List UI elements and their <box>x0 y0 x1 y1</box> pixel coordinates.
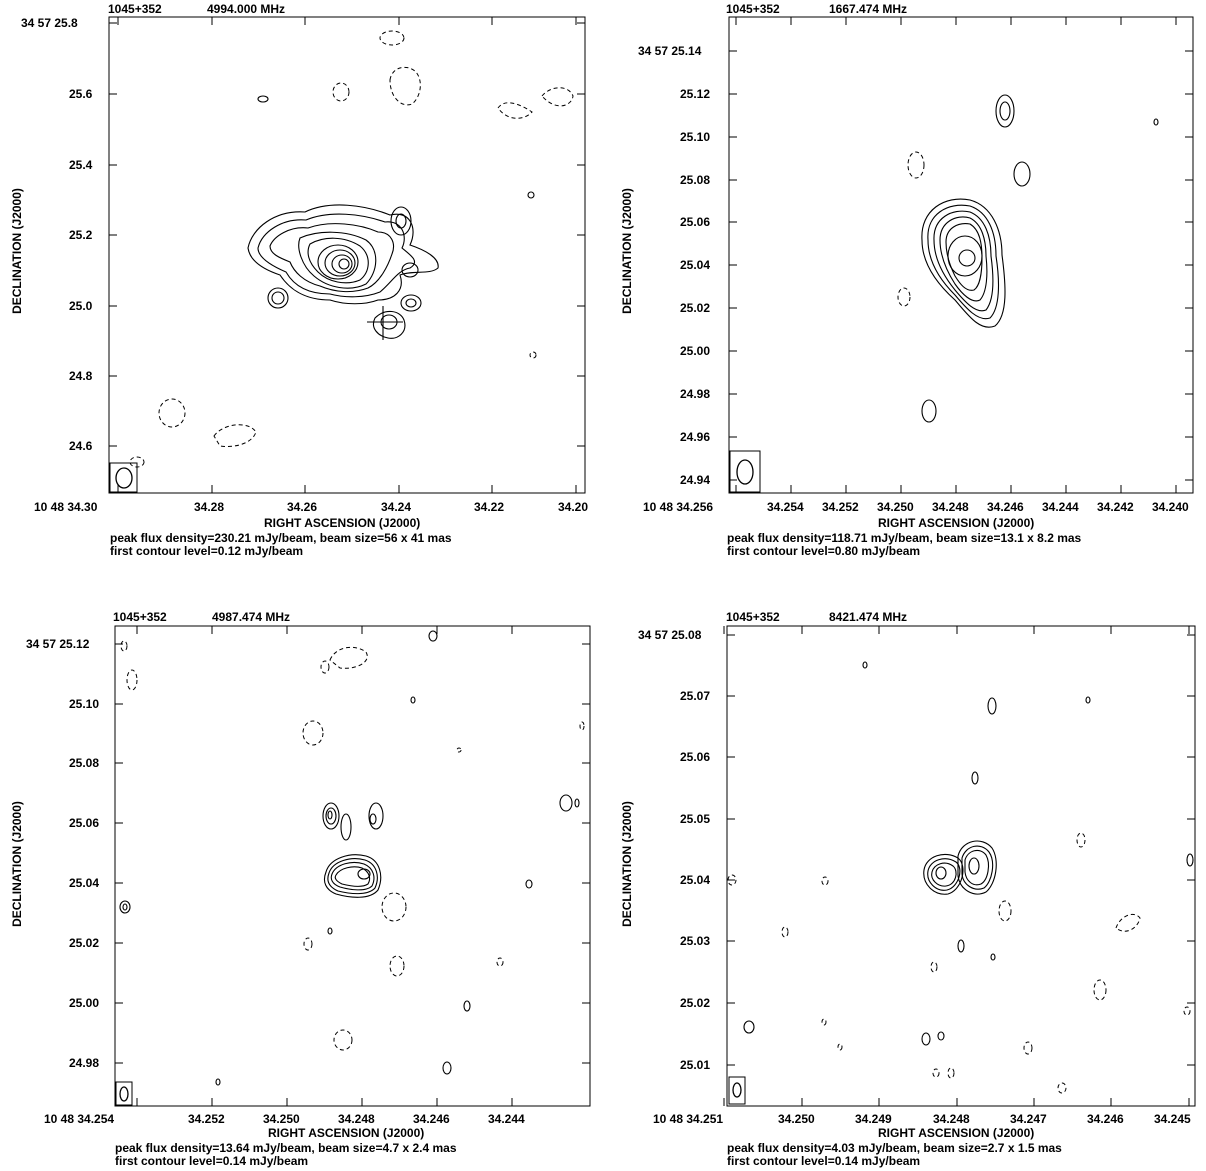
contour-map <box>108 16 586 494</box>
y-tick: 25.12 <box>680 87 711 101</box>
y-tick: 25.0 <box>69 299 93 313</box>
first-contour-note: first contour level=0.12 mJy/beam <box>110 544 304 558</box>
y-tick: 34 57 25.8 <box>21 16 78 30</box>
x-tick: 34.246 <box>987 500 1024 514</box>
y-tick: 24.94 <box>680 473 711 487</box>
frequency-label: 1667.474 MHz <box>829 2 908 16</box>
y-tick: 25.6 <box>69 87 93 101</box>
y-tick: 25.04 <box>680 258 711 272</box>
y-tick: 25.01 <box>680 1058 711 1072</box>
x-axis-label: RIGHT ASCENSION (J2000) <box>878 1126 1035 1140</box>
y-tick: 34 57 25.08 <box>638 628 702 642</box>
x-tick: 10 48 34.30 <box>34 500 98 514</box>
x-tick: 34.250 <box>877 500 914 514</box>
x-tick: 34.248 <box>338 1112 375 1126</box>
y-tick: 24.98 <box>680 387 711 401</box>
x-tick: 34.248 <box>932 500 969 514</box>
x-tick: 34.240 <box>1152 500 1189 514</box>
y-tick: 24.96 <box>680 430 711 444</box>
x-tick: 34.254 <box>767 500 804 514</box>
y-tick: 25.03 <box>680 934 711 948</box>
x-tick: 34.250 <box>778 1112 815 1126</box>
x-tick: 34.248 <box>933 1112 970 1126</box>
source-label: 1045+352 <box>726 610 780 624</box>
x-tick: 34.246 <box>1087 1112 1124 1126</box>
x-tick: 34.22 <box>474 500 505 514</box>
x-tick: 34.242 <box>1097 500 1134 514</box>
x-tick: 34.252 <box>822 500 859 514</box>
source-label: 1045+352 <box>108 2 162 16</box>
y-tick: 25.08 <box>69 756 100 770</box>
x-tick: 10 48 34.251 <box>653 1112 724 1126</box>
x-tick: 34.244 <box>1042 500 1079 514</box>
x-tick: 10 48 34.256 <box>643 500 714 514</box>
y-tick: 25.4 <box>69 158 93 172</box>
y-tick: 24.6 <box>69 439 93 453</box>
y-tick: 25.10 <box>69 697 100 711</box>
frequency-label: 8421.474 MHz <box>829 610 908 624</box>
x-tick: 34.249 <box>855 1112 892 1126</box>
frequency-label: 4987.474 MHz <box>212 610 291 624</box>
x-tick: 34.252 <box>188 1112 225 1126</box>
x-tick: 34.246 <box>413 1112 450 1126</box>
y-tick: 25.04 <box>680 873 711 887</box>
first-contour-note: first contour level=0.80 mJy/beam <box>727 544 921 558</box>
peak-flux-note: peak flux density=230.21 mJy/beam, beam … <box>110 531 452 545</box>
first-contour-note: first contour level=0.14 mJy/beam <box>727 1154 921 1168</box>
x-axis-label: RIGHT ASCENSION (J2000) <box>878 516 1035 530</box>
y-tick: 25.07 <box>680 689 711 703</box>
x-tick: 34.245 <box>1154 1112 1191 1126</box>
y-tick: 34 57 25.14 <box>638 44 702 58</box>
y-tick: 25.08 <box>680 173 711 187</box>
source-label: 1045+352 <box>726 2 780 16</box>
y-tick: 25.04 <box>69 876 100 890</box>
y-tick: 24.98 <box>69 1056 100 1070</box>
y-tick: 25.10 <box>680 130 711 144</box>
y-tick: 25.06 <box>680 750 711 764</box>
y-tick: 25.06 <box>680 215 711 229</box>
peak-flux-note: peak flux density=118.71 mJy/beam, beam … <box>727 531 1082 545</box>
contour-map <box>114 625 591 1107</box>
y-tick: 24.8 <box>69 369 93 383</box>
x-axis-label: RIGHT ASCENSION (J2000) <box>268 1126 425 1140</box>
source-label: 1045+352 <box>113 610 167 624</box>
y-tick: 25.00 <box>680 344 711 358</box>
x-tick: 10 48 34.254 <box>44 1112 115 1126</box>
y-tick: 25.02 <box>680 301 711 315</box>
x-tick: 34.24 <box>381 500 412 514</box>
y-tick: 25.06 <box>69 816 100 830</box>
x-axis-label: RIGHT ASCENSION (J2000) <box>264 516 421 530</box>
x-tick: 34.250 <box>263 1112 300 1126</box>
y-tick: 25.02 <box>680 996 711 1010</box>
y-tick: 25.02 <box>69 936 100 950</box>
y-tick: 25.00 <box>69 996 100 1010</box>
x-tick: 34.244 <box>488 1112 525 1126</box>
peak-flux-note: peak flux density=4.03 mJy/beam, beam si… <box>727 1141 1062 1155</box>
first-contour-note: first contour level=0.14 mJy/beam <box>115 1154 309 1168</box>
frequency-label: 4994.000 MHz <box>207 2 286 16</box>
contour-map <box>728 16 1194 494</box>
y-axis-label: DECLINATION (J2000) <box>620 801 634 927</box>
x-tick: 34.20 <box>558 500 589 514</box>
y-tick: 25.05 <box>680 812 711 826</box>
y-tick: 34 57 25.12 <box>26 637 90 651</box>
x-tick: 34.28 <box>194 500 225 514</box>
peak-flux-note: peak flux density=13.64 mJy/beam, beam s… <box>115 1141 457 1155</box>
x-tick: 34.247 <box>1010 1112 1047 1126</box>
x-tick: 34.26 <box>287 500 318 514</box>
y-tick: 25.2 <box>69 228 93 242</box>
